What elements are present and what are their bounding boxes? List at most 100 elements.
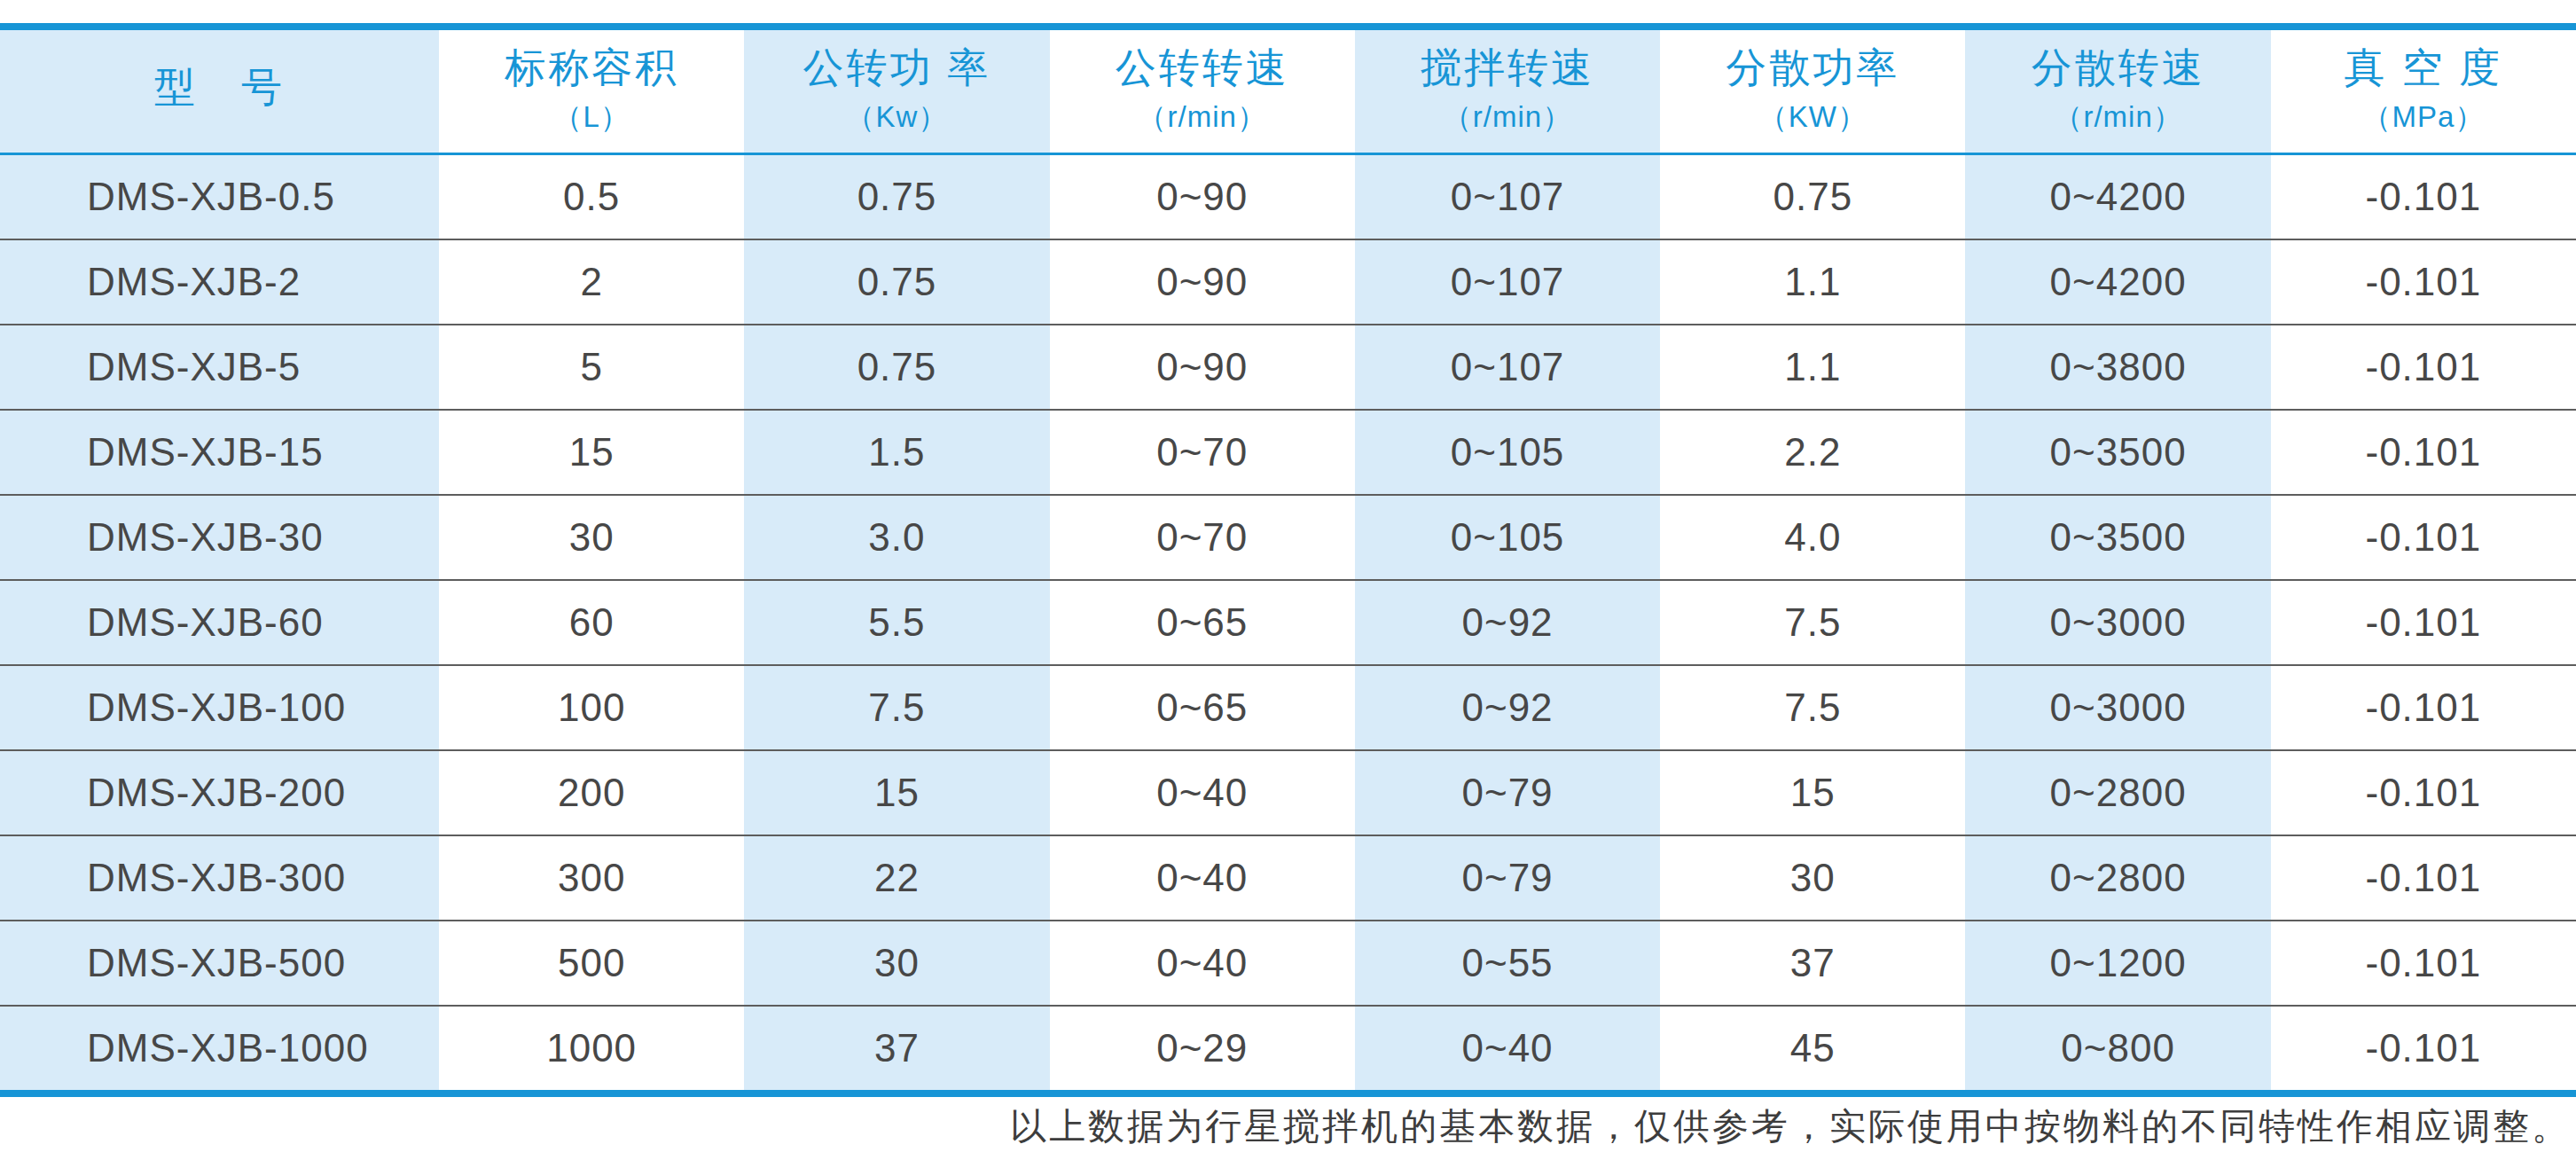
value-cell-revolution-speed: 0~70 — [1050, 411, 1355, 494]
value-cell-nominal-volume: 300 — [439, 836, 744, 920]
table-row: DMS-XJB-1001007.50~650~927.50~3000-0.101 — [0, 666, 2576, 751]
column-unit: （MPa） — [2361, 98, 2485, 137]
value-cell-revolution-speed: 0~90 — [1050, 325, 1355, 409]
value-cell-nominal-volume: 0.5 — [439, 155, 744, 239]
value-cell-revolution-power: 0.75 — [744, 325, 1049, 409]
value-cell-vacuum-degree: -0.101 — [2271, 581, 2576, 664]
value-cell-revolution-power: 0.75 — [744, 240, 1049, 324]
value-cell-revolution-speed: 0~70 — [1050, 496, 1355, 579]
value-cell-stirring-speed: 0~105 — [1355, 496, 1660, 579]
spec-table: 型 号标称容积（L）公转功 率（Kw）公转转速（r/min）搅拌转速（r/min… — [0, 23, 2576, 1097]
column-title: 公转转速 — [1116, 45, 1289, 90]
table-row: DMS-XJB-550.750~900~1071.10~3800-0.101 — [0, 325, 2576, 411]
column-header-model: 型 号 — [0, 30, 439, 153]
value-cell-nominal-volume: 5 — [439, 325, 744, 409]
value-cell-vacuum-degree: -0.101 — [2271, 751, 2576, 835]
value-cell-stirring-speed: 0~105 — [1355, 411, 1660, 494]
value-cell-stirring-speed: 0~40 — [1355, 1007, 1660, 1090]
value-cell-dispersion-power: 45 — [1660, 1007, 1965, 1090]
column-header-dispersion-power: 分散功率 （KW） — [1660, 30, 1965, 153]
value-cell-vacuum-degree: -0.101 — [2271, 155, 2576, 239]
table-row: DMS-XJB-500500300~400~55370~1200-0.101 — [0, 921, 2576, 1007]
value-cell-dispersion-power: 30 — [1660, 836, 1965, 920]
value-cell-nominal-volume: 60 — [439, 581, 744, 664]
table-row: DMS-XJB-10001000370~290~40450~800-0.101 — [0, 1007, 2576, 1090]
value-cell-dispersion-power: 0.75 — [1660, 155, 1965, 239]
column-header-revolution-speed: 公转转速 （r/min） — [1050, 30, 1355, 153]
model-cell: DMS-XJB-60 — [0, 581, 439, 664]
value-cell-dispersion-power: 1.1 — [1660, 240, 1965, 324]
column-title: 分散转速 — [2032, 45, 2205, 90]
value-cell-dispersion-power: 7.5 — [1660, 666, 1965, 749]
table-bottom-rule — [0, 1090, 2576, 1097]
value-cell-dispersion-power: 15 — [1660, 751, 1965, 835]
column-unit: （L） — [552, 98, 630, 137]
value-cell-vacuum-degree: -0.101 — [2271, 921, 2576, 1005]
value-cell-stirring-speed: 0~55 — [1355, 921, 1660, 1005]
column-title: 真 空 度 — [2345, 45, 2503, 90]
column-title: 标称容积 — [505, 45, 678, 90]
model-cell: DMS-XJB-5 — [0, 325, 439, 409]
column-unit: （KW） — [1758, 98, 1867, 137]
value-cell-revolution-speed: 0~40 — [1050, 751, 1355, 835]
value-cell-dispersion-speed: 0~2800 — [1965, 836, 2270, 920]
value-cell-vacuum-degree: -0.101 — [2271, 325, 2576, 409]
value-cell-nominal-volume: 15 — [439, 411, 744, 494]
table-row: DMS-XJB-30303.00~700~1054.00~3500-0.101 — [0, 496, 2576, 581]
model-cell: DMS-XJB-1000 — [0, 1007, 439, 1090]
value-cell-dispersion-power: 7.5 — [1660, 581, 1965, 664]
value-cell-dispersion-speed: 0~3000 — [1965, 666, 2270, 749]
value-cell-dispersion-speed: 0~4200 — [1965, 155, 2270, 239]
value-cell-dispersion-power: 1.1 — [1660, 325, 1965, 409]
footnote-text: 以上数据为行星搅拌机的基本数据，仅供参考，实际使用中按物料的不同特性作相应调整。 — [1010, 1102, 2571, 1151]
table-row: DMS-XJB-0.50.50.750~900~1070.750~4200-0.… — [0, 155, 2576, 240]
column-title: 型 号 — [154, 65, 285, 110]
value-cell-stirring-speed: 0~79 — [1355, 836, 1660, 920]
value-cell-revolution-power: 5.5 — [744, 581, 1049, 664]
table-top-rule — [0, 23, 2576, 30]
value-cell-vacuum-degree: -0.101 — [2271, 1007, 2576, 1090]
column-unit: （r/min） — [1138, 98, 1267, 137]
table-row: DMS-XJB-15151.50~700~1052.20~3500-0.101 — [0, 411, 2576, 496]
value-cell-vacuum-degree: -0.101 — [2271, 496, 2576, 579]
table-row: DMS-XJB-60605.50~650~927.50~3000-0.101 — [0, 581, 2576, 666]
value-cell-revolution-power: 7.5 — [744, 666, 1049, 749]
value-cell-revolution-speed: 0~90 — [1050, 240, 1355, 324]
value-cell-dispersion-speed: 0~3500 — [1965, 411, 2270, 494]
table-row: DMS-XJB-300300220~400~79300~2800-0.101 — [0, 836, 2576, 921]
value-cell-nominal-volume: 100 — [439, 666, 744, 749]
value-cell-vacuum-degree: -0.101 — [2271, 836, 2576, 920]
value-cell-vacuum-degree: -0.101 — [2271, 666, 2576, 749]
value-cell-dispersion-speed: 0~3500 — [1965, 496, 2270, 579]
value-cell-dispersion-speed: 0~2800 — [1965, 751, 2270, 835]
column-header-stirring-speed: 搅拌转速（r/min） — [1355, 30, 1660, 153]
value-cell-dispersion-speed: 0~3800 — [1965, 325, 2270, 409]
value-cell-revolution-power: 15 — [744, 751, 1049, 835]
value-cell-revolution-speed: 0~29 — [1050, 1007, 1355, 1090]
value-cell-dispersion-speed: 0~3000 — [1965, 581, 2270, 664]
model-cell: DMS-XJB-500 — [0, 921, 439, 1005]
value-cell-nominal-volume: 500 — [439, 921, 744, 1005]
column-header-nominal-volume: 标称容积 （L） — [439, 30, 744, 153]
value-cell-dispersion-power: 2.2 — [1660, 411, 1965, 494]
value-cell-revolution-power: 30 — [744, 921, 1049, 1005]
column-unit: （r/min） — [1443, 98, 1572, 137]
value-cell-revolution-power: 1.5 — [744, 411, 1049, 494]
column-header-dispersion-speed: 分散转速 （r/min） — [1965, 30, 2270, 153]
value-cell-dispersion-speed: 0~1200 — [1965, 921, 2270, 1005]
value-cell-stirring-speed: 0~107 — [1355, 155, 1660, 239]
column-title: 分散功率 — [1726, 45, 1899, 90]
value-cell-revolution-power: 3.0 — [744, 496, 1049, 579]
model-cell: DMS-XJB-100 — [0, 666, 439, 749]
column-header-vacuum-degree: 真 空 度 （MPa） — [2271, 30, 2576, 153]
column-header-revolution-power: 公转功 率（Kw） — [744, 30, 1049, 153]
value-cell-nominal-volume: 1000 — [439, 1007, 744, 1090]
model-cell: DMS-XJB-15 — [0, 411, 439, 494]
value-cell-dispersion-power: 4.0 — [1660, 496, 1965, 579]
column-unit: （Kw） — [846, 98, 949, 137]
value-cell-stirring-speed: 0~107 — [1355, 240, 1660, 324]
value-cell-dispersion-speed: 0~800 — [1965, 1007, 2270, 1090]
value-cell-revolution-power: 37 — [744, 1007, 1049, 1090]
column-unit: （r/min） — [2053, 98, 2182, 137]
model-cell: DMS-XJB-300 — [0, 836, 439, 920]
